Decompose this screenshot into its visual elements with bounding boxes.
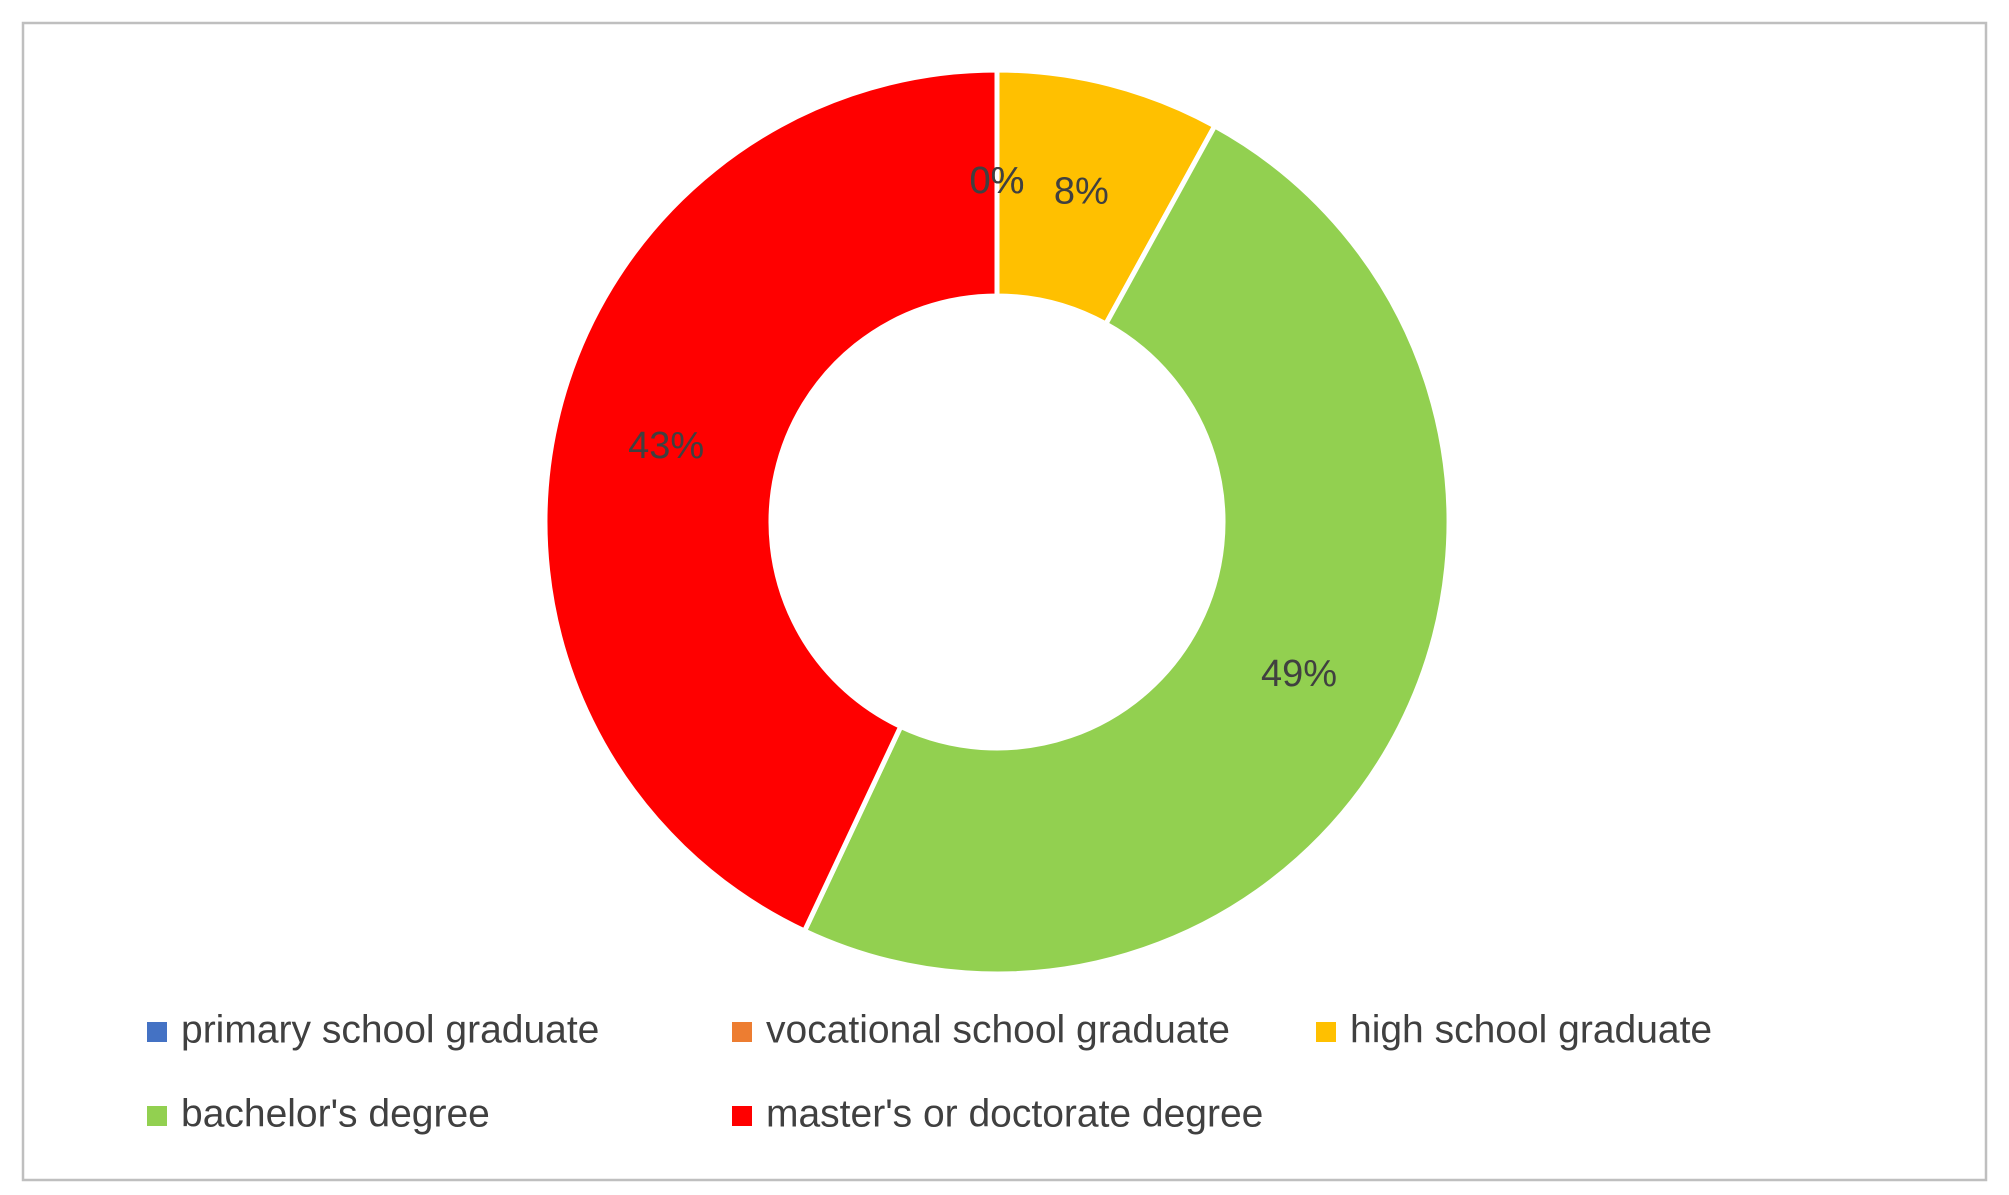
legend-label: primary school graduate: [181, 1008, 599, 1051]
legend-swatch: [732, 1106, 752, 1126]
legend-swatch: [147, 1106, 167, 1126]
legend-swatch: [732, 1022, 752, 1042]
legend-label: master's or doctorate degree: [766, 1092, 1263, 1135]
data-label: 43%: [628, 425, 704, 467]
data-label: 0%: [970, 160, 1025, 202]
legend-label: high school graduate: [1350, 1008, 1712, 1051]
donut-slice: [542, 67, 1000, 935]
data-label: 49%: [1261, 653, 1337, 695]
legend-swatch: [147, 1022, 167, 1042]
data-label: 8%: [1054, 171, 1109, 213]
legend-label: bachelor's degree: [181, 1092, 490, 1135]
legend-label: vocational school graduate: [766, 1008, 1230, 1051]
legend-swatch: [1316, 1022, 1336, 1042]
data-label: 0%: [970, 160, 1025, 202]
donut-slice: [801, 122, 1452, 977]
